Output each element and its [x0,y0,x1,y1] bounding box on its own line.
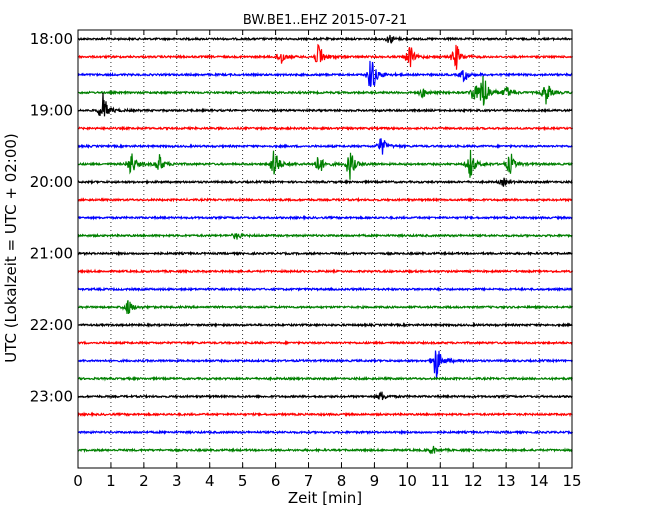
seismogram-trace-2030 [77,214,573,221]
y-axis-ticks: 18:00 19:00 20:00 21:00 22:00 23:00 [30,30,572,405]
y-tick-label: 22:00 [30,316,73,334]
x-tick-label: 0 [73,472,83,490]
y-tick-label: 20:00 [30,173,73,191]
x-tick-label: 3 [172,472,182,490]
x-tick-label: 7 [304,472,314,490]
x-tick-label: 1 [106,472,116,490]
x-tick-label: 14 [530,472,549,490]
seismogram-trace-2200 [77,322,573,328]
x-axis-label: Zeit [min] [288,489,362,507]
seismogram-traces [77,34,574,455]
y-tick-label: 21:00 [30,244,73,262]
plot-frame [77,29,573,469]
seismogram-trace-2015 [77,196,573,203]
seismogram-trace-2300 [77,391,573,401]
seismogram-trace-1930 [77,138,573,155]
x-tick-label: 8 [337,472,347,490]
x-tick-label: 9 [370,472,380,490]
x-tick-label: 10 [398,472,417,490]
seismogram-trace-1900 [77,92,573,117]
seismogram-trace-2315 [77,411,573,418]
seismogram-trace-1830 [77,60,573,87]
x-tick-label: 12 [464,472,483,490]
x-axis-ticks: 0 1 2 3 4 5 6 7 8 9 10 11 12 13 14 15 [73,30,582,490]
chart-title: BW.BE1..EHZ 2015-07-21 [243,13,407,28]
x-tick-label: 5 [238,472,248,490]
x-tick-label: 4 [205,472,215,490]
seismogram-trace-1815 [77,43,574,70]
seismogram-trace-2230 [77,350,574,379]
y-tick-label: 18:00 [30,30,73,48]
seismogram-trace-2145 [77,300,574,314]
seismogram-trace-2115 [77,268,574,275]
x-tick-label: 15 [562,472,581,490]
x-tick-label: 6 [271,472,281,490]
seismogram-trace-1800 [77,34,573,44]
seismogram-trace-2245 [77,375,573,382]
seismogram-trace-2215 [77,339,573,346]
y-tick-label: 19:00 [30,101,73,119]
x-tick-label: 2 [139,472,149,490]
seismogram-trace-1945 [77,149,573,180]
x-tick-label: 13 [497,472,516,490]
seismogram-trace-1845 [77,75,574,106]
seismogram-trace-2130 [77,286,573,293]
seismogram-trace-2045 [77,232,573,240]
x-tick-label: 11 [431,472,450,490]
y-tick-label: 23:00 [30,387,73,405]
seismogram-trace-2330 [78,429,574,436]
seismogram-trace-2345 [77,445,573,455]
seismogram-trace-2100 [77,250,573,257]
seismogram-trace-2000 [77,177,573,187]
seismogram-trace-1915 [77,125,574,132]
y-axis-label: UTC (Lokalzeit = UTC + 02:00) [2,133,20,363]
